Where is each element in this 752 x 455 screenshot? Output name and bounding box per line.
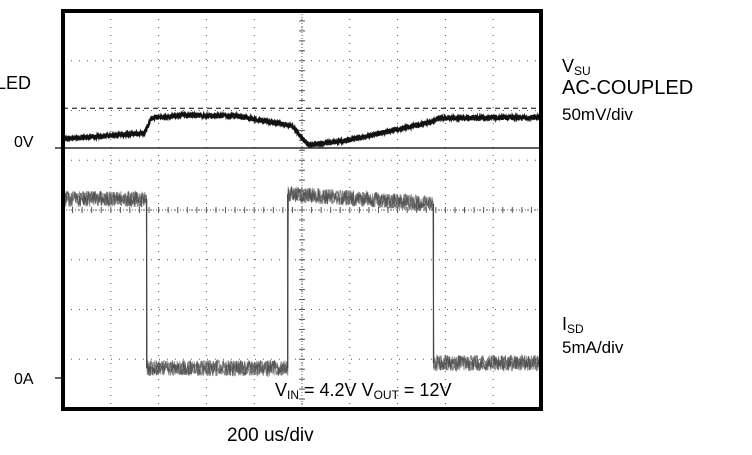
ch1-scale-label: 50mV/div: [562, 105, 633, 125]
ch2-scale-label: 5mA/div: [562, 338, 623, 358]
ch2-name-label: ISD: [562, 314, 584, 334]
ch1-coupling-label: AC-COUPLED: [562, 78, 693, 98]
ch1-zero-label: 0V: [14, 133, 34, 153]
timebase-label: 200 us/div: [227, 426, 314, 446]
ch2-zero-label: 0A: [14, 370, 34, 390]
grid: [55, 11, 541, 409]
left-coupling-label-partial: LED: [0, 73, 31, 93]
voltage-conditions-annotation: VIN = 4.2V VOUT = 12V: [275, 380, 451, 400]
ch1-name-label: VSU: [562, 56, 591, 76]
